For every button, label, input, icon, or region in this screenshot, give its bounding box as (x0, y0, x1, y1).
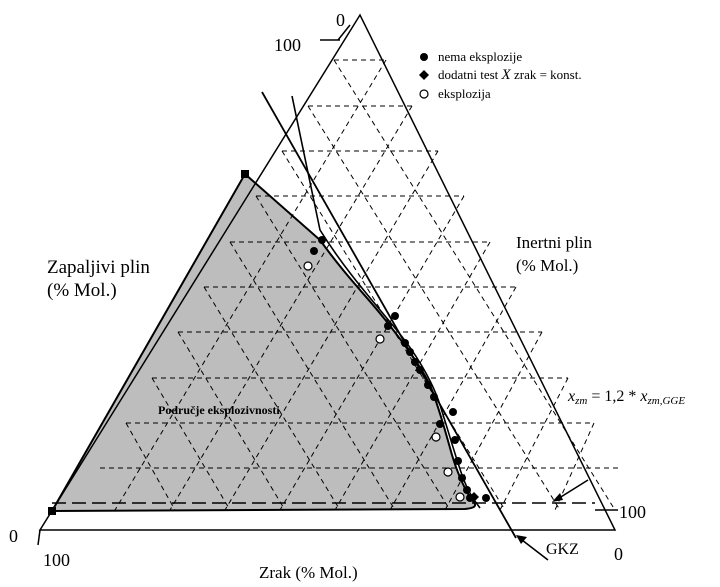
legend: nema eksplozije dodatni test X zrak = ko… (419, 49, 582, 101)
point-no-explosion (411, 358, 419, 366)
air-axis-label: Zrak (% Mol.) (259, 563, 358, 582)
gkz-arrowhead (516, 535, 527, 544)
point-explosion (303, 261, 313, 271)
gkz-label: GKZ (546, 541, 579, 558)
tick-label-right-100: 100 (619, 502, 646, 522)
tick-label-left-100: 100 (43, 550, 70, 570)
inert-axis-label-line2: (% Mol.) (516, 256, 578, 275)
point-no-explosion (391, 312, 399, 320)
point-no-explosion (454, 457, 462, 465)
point-no-explosion (416, 366, 424, 374)
tick-bottom-left (37, 529, 41, 546)
grid-horizontal (100, 59, 620, 469)
legend-open-circle-icon (419, 89, 429, 99)
point-no-explosion (430, 393, 438, 401)
point-explosion (443, 467, 453, 477)
point-explosion (455, 492, 465, 502)
legend-label-no-explosion: nema eksplozije (438, 49, 522, 64)
legend-diamond-icon (419, 70, 429, 80)
tick-label-top-100: 100 (274, 35, 301, 55)
legend-label-additional-test: dodatni test X zrak = konst. (438, 67, 582, 83)
limit-formula: xzm = 1,2 * xzm,GGE (567, 388, 685, 407)
tick-label-right-0: 0 (614, 544, 623, 564)
legend-label-explosion: eksplozija (438, 86, 491, 101)
point-no-explosion (436, 420, 444, 428)
point-no-explosion (401, 339, 409, 347)
inert-axis-label-line1: Inertni plin (516, 233, 593, 252)
point-no-explosion (406, 348, 414, 356)
flammable-axis-label-line1: Zapaljivi plin (47, 257, 150, 278)
point-no-explosion (458, 474, 466, 482)
triangle-frame (38, 13, 617, 531)
point-no-explosion (482, 494, 490, 502)
point-explosion (375, 334, 385, 344)
no-explosion-points (310, 236, 490, 502)
tick-label-top-0: 0 (336, 10, 345, 30)
point-no-explosion (310, 247, 318, 255)
gkz-line (261, 91, 517, 539)
legend-filled-circle-icon (420, 53, 428, 61)
grid-left-parallel (114, 59, 595, 511)
point-no-explosion (318, 236, 326, 244)
point-no-explosion (424, 381, 432, 389)
explosive-region (50, 172, 477, 513)
region-vertex-top (241, 170, 249, 178)
point-no-explosion (384, 322, 392, 330)
point-explosion (431, 432, 441, 442)
point-no-explosion (449, 408, 457, 416)
point-additional-test (469, 492, 479, 502)
region-label: Područje eksplozivnosti (158, 403, 280, 417)
limit-arrowhead (552, 493, 563, 502)
flammable-axis-label-line2: (% Mol.) (47, 280, 117, 301)
gkz-arrow (521, 539, 549, 561)
region-vertex-left (48, 507, 56, 515)
explosion-points (303, 261, 465, 502)
tick-label-left-0: 0 (9, 526, 18, 546)
point-no-explosion (451, 436, 459, 444)
point-no-explosion (463, 486, 471, 494)
tick-top-right (337, 24, 351, 41)
